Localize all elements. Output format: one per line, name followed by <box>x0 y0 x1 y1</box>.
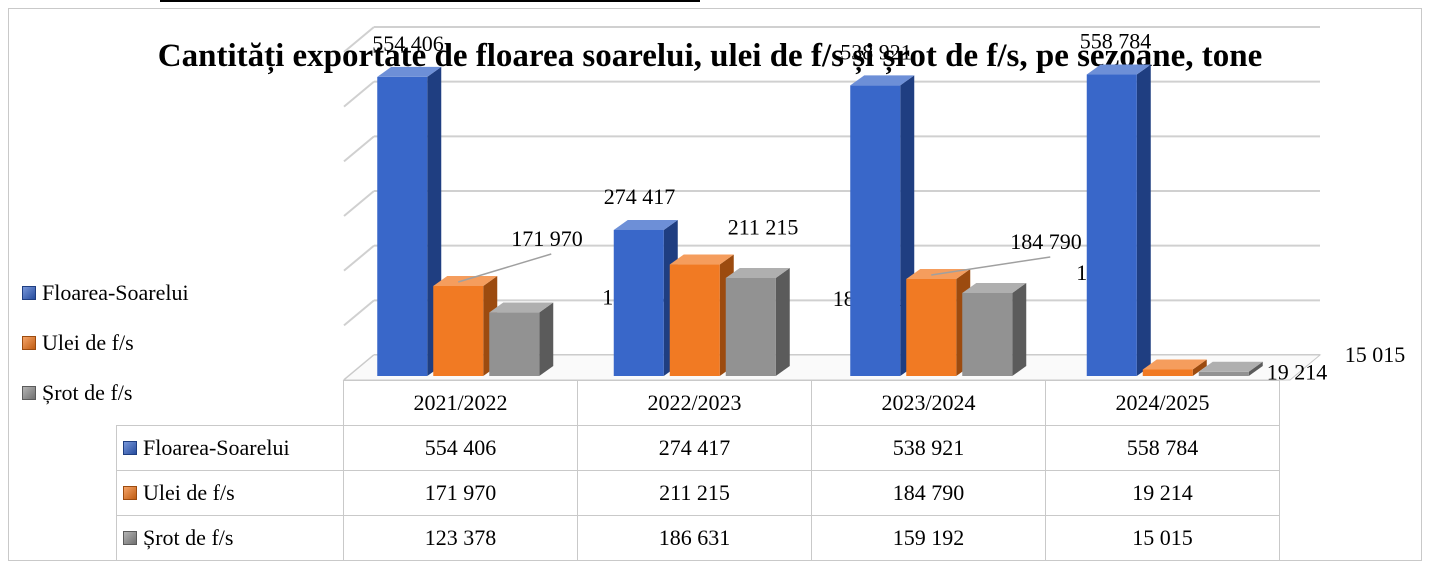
bar-top <box>1086 64 1151 75</box>
table-header-cell: 2021/2022 <box>343 380 578 426</box>
table-row-label: Șrot de f/s <box>143 525 234 550</box>
chart-title: Cantități exportate de floarea soarelui,… <box>157 38 1263 74</box>
data-label: 211 215 <box>728 215 799 240</box>
bar <box>1198 371 1249 376</box>
data-label: 171 970 <box>511 226 583 251</box>
table-cell: 554 406 <box>343 425 578 471</box>
bar-top <box>669 254 734 265</box>
bar-top <box>433 275 498 286</box>
bar-side <box>1136 64 1151 377</box>
bar-top <box>725 267 790 278</box>
bar <box>725 277 776 376</box>
table-legend-key <box>123 485 137 500</box>
table-row: Floarea-Soarelui 554 406 274 417 538 921… <box>116 425 1280 471</box>
table-cell: 558 784 <box>1045 425 1280 471</box>
bar <box>1086 74 1137 377</box>
legend-swatch-srot <box>22 386 36 400</box>
bar-side <box>539 302 554 376</box>
leader-line <box>458 253 552 283</box>
table-cell: 15 015 <box>1045 515 1280 561</box>
bar-side <box>1012 282 1027 376</box>
table-cell: 274 417 <box>577 425 812 471</box>
table-cell: 186 631 <box>577 515 812 561</box>
table-row-header: Ulei de f/s <box>116 470 344 516</box>
table-corner <box>116 380 344 426</box>
table-cell: 159 192 <box>811 515 1046 561</box>
table-row: Ulei de f/s 171 970 211 215 184 790 19 2… <box>116 470 1280 516</box>
table-cell: 123 378 <box>343 515 578 561</box>
bar-top <box>377 66 442 77</box>
bar-top <box>489 302 554 313</box>
bar-top <box>962 282 1027 293</box>
legend-item-floarea: Floarea-Soarelui <box>22 268 189 318</box>
table-cell: 171 970 <box>343 470 578 516</box>
bar <box>613 229 664 376</box>
data-label: 184 790 <box>1010 229 1082 254</box>
table-cell: 211 215 <box>577 470 812 516</box>
table-header-cell: 2022/2023 <box>577 380 812 426</box>
legend-swatch-floarea <box>22 286 36 300</box>
gridline-side <box>343 135 375 163</box>
data-table: 2021/2022 2022/2023 2023/2024 2024/2025 … <box>116 380 1280 561</box>
bar <box>377 76 428 377</box>
legend-label: Ulei de f/s <box>42 330 134 355</box>
gridline-side <box>343 299 375 327</box>
table-cell: 184 790 <box>811 470 1046 516</box>
bar-side <box>775 267 790 376</box>
bar-top <box>1142 359 1207 370</box>
bar <box>669 264 720 376</box>
gridline-side <box>343 26 375 53</box>
bar <box>906 278 957 376</box>
table-cell: 538 921 <box>811 425 1046 471</box>
bar-top <box>613 219 678 230</box>
data-label: 274 417 <box>604 184 676 209</box>
bar-top <box>850 75 915 86</box>
table-row-label: Floarea-Soarelui <box>143 435 290 460</box>
bar <box>433 285 484 376</box>
gridline-side <box>343 244 375 272</box>
legend-item-ulei: Ulei de f/s <box>22 318 189 368</box>
bar <box>1142 369 1193 376</box>
top-rule <box>160 0 700 6</box>
table-row: Șrot de f/s 123 378 186 631 159 192 15 0… <box>116 515 1280 561</box>
legend-swatch-ulei <box>22 336 36 350</box>
data-label: 554 406 <box>372 31 444 56</box>
data-label: 538 921 <box>840 39 912 64</box>
gridline-side <box>343 80 375 108</box>
bar <box>850 85 901 376</box>
table-header-cell: 2024/2025 <box>1045 380 1280 426</box>
table-legend-key <box>123 440 137 455</box>
leader-line <box>931 256 1051 276</box>
bar-top <box>1198 361 1263 372</box>
table-cell: 19 214 <box>1045 470 1280 516</box>
data-label: 558 784 <box>1080 29 1152 54</box>
legend-label: Floarea-Soarelui <box>42 280 189 305</box>
table-header-row: 2021/2022 2022/2023 2023/2024 2024/2025 <box>116 380 1280 426</box>
data-label: 15 015 <box>1345 342 1406 367</box>
bar-side <box>1248 361 1263 376</box>
table-row-header: Șrot de f/s <box>116 515 344 561</box>
bar <box>962 292 1013 376</box>
table-legend-key <box>123 530 137 545</box>
legend: Floarea-Soarelui Ulei de f/s Șrot de f/s <box>22 268 189 418</box>
table-row-label: Ulei de f/s <box>143 480 235 505</box>
table-header-cell: 2023/2024 <box>811 380 1046 426</box>
table-row-header: Floarea-Soarelui <box>116 425 344 471</box>
bar <box>489 312 540 376</box>
bar-side <box>1192 359 1207 376</box>
gridline-side <box>343 190 375 217</box>
